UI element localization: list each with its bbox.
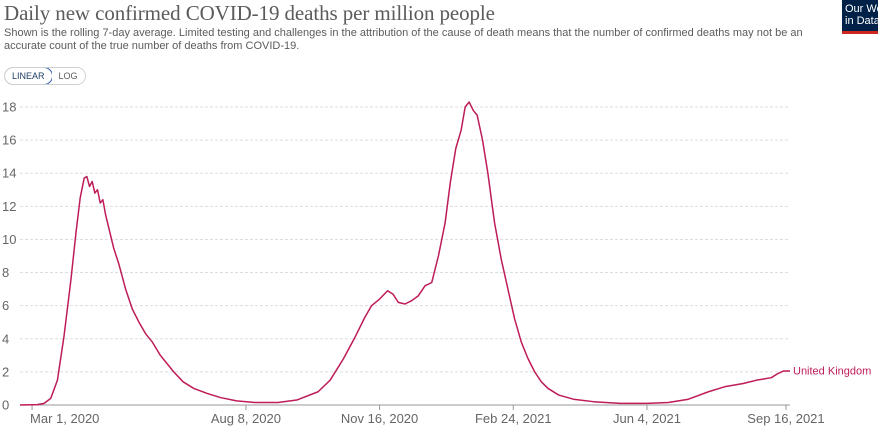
y-tick-label: 0 xyxy=(2,398,9,413)
chart-subtitle: Shown is the rolling 7-day average. Limi… xyxy=(4,27,803,52)
x-axis: Mar 1, 2020 Aug 8, 2020 Nov 16, 2020 Feb 24… xyxy=(20,404,825,426)
x-tick-label: Mar 1, 2020 xyxy=(30,411,99,426)
y-tick-label: 4 xyxy=(2,331,9,346)
y-tick-label: 6 xyxy=(2,298,9,313)
x-tick-label: Feb 24, 2021 xyxy=(475,411,552,426)
logo-text: Our World in Data xyxy=(845,3,878,27)
grid-layer xyxy=(20,106,790,373)
x-tick-label: Sep 16, 2021 xyxy=(747,411,824,426)
y-tick-label: 12 xyxy=(2,199,16,214)
y-tick-label: 10 xyxy=(2,232,16,247)
y-tick-label: 14 xyxy=(2,166,16,181)
log-scale-button[interactable]: LOG xyxy=(51,68,85,84)
x-tick-label: Jun 4, 2021 xyxy=(613,411,681,426)
y-tick-label: 18 xyxy=(2,100,16,115)
owid-logo[interactable]: Our World in Data xyxy=(842,0,878,34)
chart-title: Daily new confirmed COVID-19 deaths per … xyxy=(4,1,495,25)
series-layer: United Kingdom xyxy=(19,101,871,406)
y-tick-label: 16 xyxy=(2,133,16,148)
scale-toggle: LINEAR LOG xyxy=(4,67,86,85)
x-tick-label: Aug 8, 2020 xyxy=(211,411,281,426)
series-label[interactable]: United Kingdom xyxy=(793,366,871,378)
y-tick-label: 8 xyxy=(2,265,9,280)
y-tick-label: 2 xyxy=(2,364,9,379)
y-axis: 0 2 4 6 8 10 12 14 16 18 xyxy=(2,100,16,413)
logo-accent-bar xyxy=(842,31,878,34)
series-line[interactable] xyxy=(19,101,790,406)
x-tick-label: Nov 16, 2020 xyxy=(341,411,418,426)
